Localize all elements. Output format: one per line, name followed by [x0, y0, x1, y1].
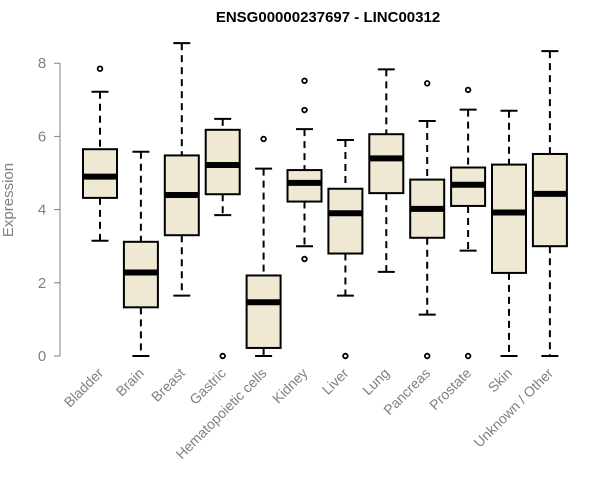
box-8: [409, 80, 446, 360]
outlier-point: [424, 80, 431, 87]
x-tick-label: Bladder: [61, 365, 107, 411]
chart-title: ENSG00000237697 - LINC00312: [216, 9, 440, 26]
outlier-point: [301, 77, 308, 84]
box-0: [82, 65, 118, 242]
box-9: [450, 86, 487, 360]
box-3: [204, 117, 241, 360]
x-tick-label: Liver: [319, 365, 352, 398]
iqr-box: [82, 148, 118, 199]
box-series: [82, 42, 568, 360]
iqr-box: [531, 152, 568, 248]
outlier-point: [301, 106, 308, 114]
box-5: [286, 77, 323, 263]
iqr-box: [491, 163, 527, 274]
x-tick-label: Lung: [359, 365, 392, 398]
box-6: [327, 139, 364, 360]
iqr-box: [245, 274, 282, 349]
outlier-point: [96, 65, 104, 72]
x-tick-label: Skin: [485, 365, 516, 396]
y-tick-label: 6: [38, 128, 46, 145]
box-10: [491, 109, 527, 357]
x-tick-label: Kidney: [269, 365, 311, 407]
y-axis: 0 2 4 6 8: [38, 55, 61, 365]
iqr-box: [368, 133, 405, 195]
outlier-point: [260, 135, 267, 143]
x-tick-label: Brain: [113, 365, 147, 399]
box-2: [163, 42, 200, 297]
outlier-point: [464, 86, 472, 94]
y-axis-title: Expression: [0, 163, 17, 237]
y-tick-label: 8: [38, 55, 46, 72]
outlier-point: [342, 352, 349, 360]
outlier-point: [464, 352, 472, 360]
box-11: [531, 50, 568, 357]
x-tick-label: Prostate: [426, 365, 474, 413]
outlier-point: [219, 352, 226, 360]
y-tick-label: 2: [38, 275, 46, 292]
y-tick-label: 0: [38, 348, 46, 365]
x-tick-label: Breast: [148, 365, 188, 405]
outlier-point: [301, 255, 308, 263]
box-7: [368, 68, 405, 273]
y-tick-label: 4: [38, 202, 46, 219]
box-1: [122, 150, 159, 357]
iqr-box: [327, 187, 364, 255]
box-4: [245, 135, 282, 357]
outlier-point: [424, 352, 431, 360]
